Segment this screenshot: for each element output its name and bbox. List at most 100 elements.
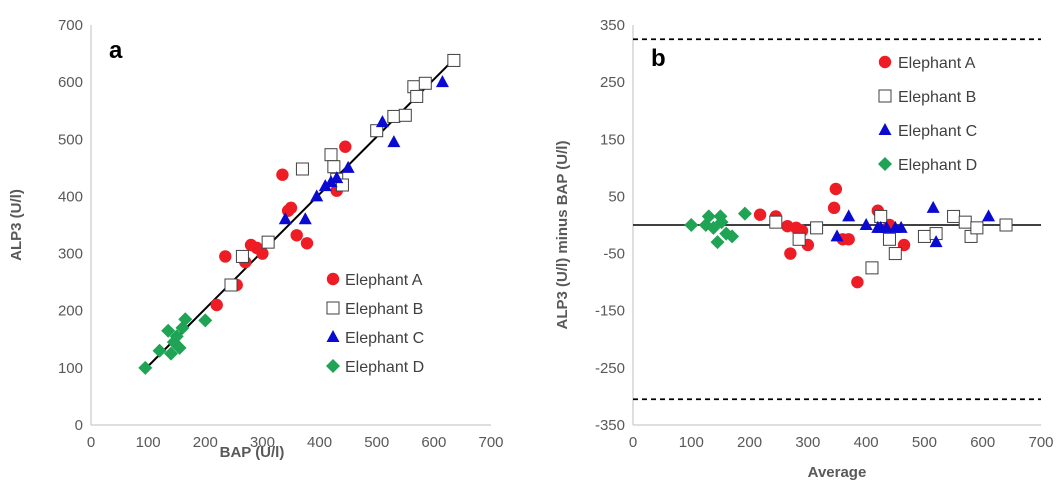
panel-a-scatter-chart: 0 100 200 300 400 500 600 700 0 100 200 300 400 500 6… xyxy=(8,17,504,461)
data-point-elephant-b xyxy=(769,215,783,229)
panel-b-y-tick-labels: -350 -250 -150 -50 50 150 250 350 xyxy=(595,17,625,434)
data-point-elephant-c xyxy=(929,235,943,248)
x-tick-label: 0 xyxy=(87,434,95,451)
legend-label-elephant-d: Elephant D xyxy=(345,359,424,376)
data-point-elephant-b xyxy=(999,218,1013,232)
data-point-elephant-d xyxy=(198,313,213,328)
data-point-elephant-a xyxy=(842,233,855,246)
data-point-elephant-b xyxy=(324,148,338,162)
data-point-elephant-b xyxy=(327,160,341,174)
x-tick-label: 700 xyxy=(1028,434,1053,451)
x-tick-label: 400 xyxy=(307,434,332,451)
data-point-elephant-d xyxy=(701,209,716,224)
legend-marker-elephant-c xyxy=(878,123,892,135)
data-point-elephant-b xyxy=(370,124,384,138)
y-tick-label: 50 xyxy=(608,188,625,205)
data-point-elephant-b xyxy=(410,89,424,103)
y-tick-label: 350 xyxy=(600,17,625,34)
legend-marker-elephant-c xyxy=(326,330,340,342)
data-point-elephant-b xyxy=(224,278,238,292)
data-point-elephant-a xyxy=(284,201,298,215)
data-point-elephant-b xyxy=(947,209,961,223)
data-point-elephant-c xyxy=(387,135,401,148)
data-point-elephant-c xyxy=(298,212,312,225)
legend-symbol-elephant-b xyxy=(326,301,340,315)
legend-marker-elephant-d xyxy=(878,157,892,171)
y-tick-label: 100 xyxy=(58,360,83,377)
data-point-elephant-a xyxy=(827,201,841,215)
panel-b-bland-altman-chart: -350 -250 -150 -50 50 150 250 350 0 100 200 300 400… xyxy=(554,17,1054,481)
legend-label-elephant-d: Elephant D xyxy=(898,157,977,174)
data-point-elephant-c xyxy=(926,200,940,213)
panel-b-data-points xyxy=(684,182,1013,289)
data-point-elephant-b xyxy=(447,53,461,67)
data-point-elephant-a xyxy=(829,182,843,196)
x-tick-label: 700 xyxy=(478,434,503,451)
panel-a-regression-line xyxy=(144,58,455,370)
legend-marker-elephant-a xyxy=(326,272,340,286)
panel-b-label: b xyxy=(651,45,666,72)
x-tick-label: 100 xyxy=(679,434,704,451)
data-point-elephant-a xyxy=(300,237,314,250)
data-point-elephant-b xyxy=(917,229,931,243)
data-point-elephant-c xyxy=(330,171,344,184)
legend-label-elephant-c: Elephant C xyxy=(345,330,424,347)
data-point-elephant-d xyxy=(178,312,193,327)
x-tick-label: 200 xyxy=(737,434,762,451)
data-point-elephant-b xyxy=(235,249,249,263)
legend-label-elephant-b: Elephant B xyxy=(898,89,976,106)
legend-marker-elephant-b xyxy=(326,301,340,315)
panel-b-x-tick-labels: 0 100 200 300 400 500 600 700 xyxy=(629,434,1054,451)
y-tick-label: 700 xyxy=(58,17,83,34)
y-tick-label: 300 xyxy=(58,246,83,263)
legend-label-elephant-b: Elephant B xyxy=(345,301,423,318)
panel-b-y-axis-title: ALP3 (U/l) minus BAP (U/l) xyxy=(554,141,571,330)
y-tick-label: 600 xyxy=(58,74,83,91)
data-point-elephant-b xyxy=(387,109,401,123)
data-point-elephant-a xyxy=(784,247,797,260)
data-point-elephant-b xyxy=(261,235,275,249)
data-point-elephant-d xyxy=(161,323,176,338)
panel-a-y-tick-labels: 0 100 200 300 400 500 600 700 xyxy=(58,17,83,434)
data-point-elephant-c xyxy=(324,175,338,188)
panel-a-x-axis-title: BAP (U/l) xyxy=(220,444,285,461)
legend-symbol-elephant-c xyxy=(878,123,892,135)
data-point-elephant-d xyxy=(164,346,178,361)
data-point-elephant-b xyxy=(865,261,879,275)
panel-a-x-tick-labels: 0 100 200 300 400 500 600 700 xyxy=(87,434,504,451)
legend-symbol-elephant-a xyxy=(326,272,340,286)
data-point-elephant-a xyxy=(256,247,269,260)
data-point-elephant-c xyxy=(310,189,324,202)
legend-marker-elephant-b xyxy=(878,89,892,103)
data-point-elephant-b xyxy=(398,108,412,122)
data-point-elephant-c xyxy=(894,220,908,233)
data-point-elephant-a xyxy=(219,250,232,263)
legend-symbol-elephant-d xyxy=(878,157,892,171)
legend-marker-elephant-d xyxy=(326,359,340,373)
legend-label-elephant-a: Elephant A xyxy=(345,272,423,289)
data-point-elephant-a xyxy=(851,275,864,289)
data-point-elephant-d xyxy=(169,329,184,344)
data-point-elephant-c xyxy=(375,115,389,128)
x-tick-label: 600 xyxy=(421,434,446,451)
data-point-elephant-c xyxy=(880,220,894,233)
panel-a-label: a xyxy=(109,37,123,64)
panel-a-data-points xyxy=(138,53,461,375)
y-tick-label: 200 xyxy=(58,303,83,320)
x-tick-label: 600 xyxy=(970,434,995,451)
legend-symbol-elephant-c xyxy=(326,330,340,342)
y-tick-label: -150 xyxy=(595,303,625,320)
x-tick-label: 300 xyxy=(250,434,275,451)
x-tick-label: 400 xyxy=(854,434,879,451)
data-point-elephant-b xyxy=(295,162,309,176)
y-tick-label: 500 xyxy=(58,131,83,148)
panel-a-y-axis-title: ALP3 (U/l) xyxy=(8,189,25,261)
data-point-elephant-a xyxy=(210,298,223,312)
y-tick-label: -50 xyxy=(603,246,625,263)
data-point-elephant-b xyxy=(888,247,902,261)
y-tick-label: -250 xyxy=(595,360,625,377)
data-point-elephant-b xyxy=(810,221,824,235)
data-point-elephant-c xyxy=(982,209,996,222)
data-point-elephant-a xyxy=(276,168,289,181)
